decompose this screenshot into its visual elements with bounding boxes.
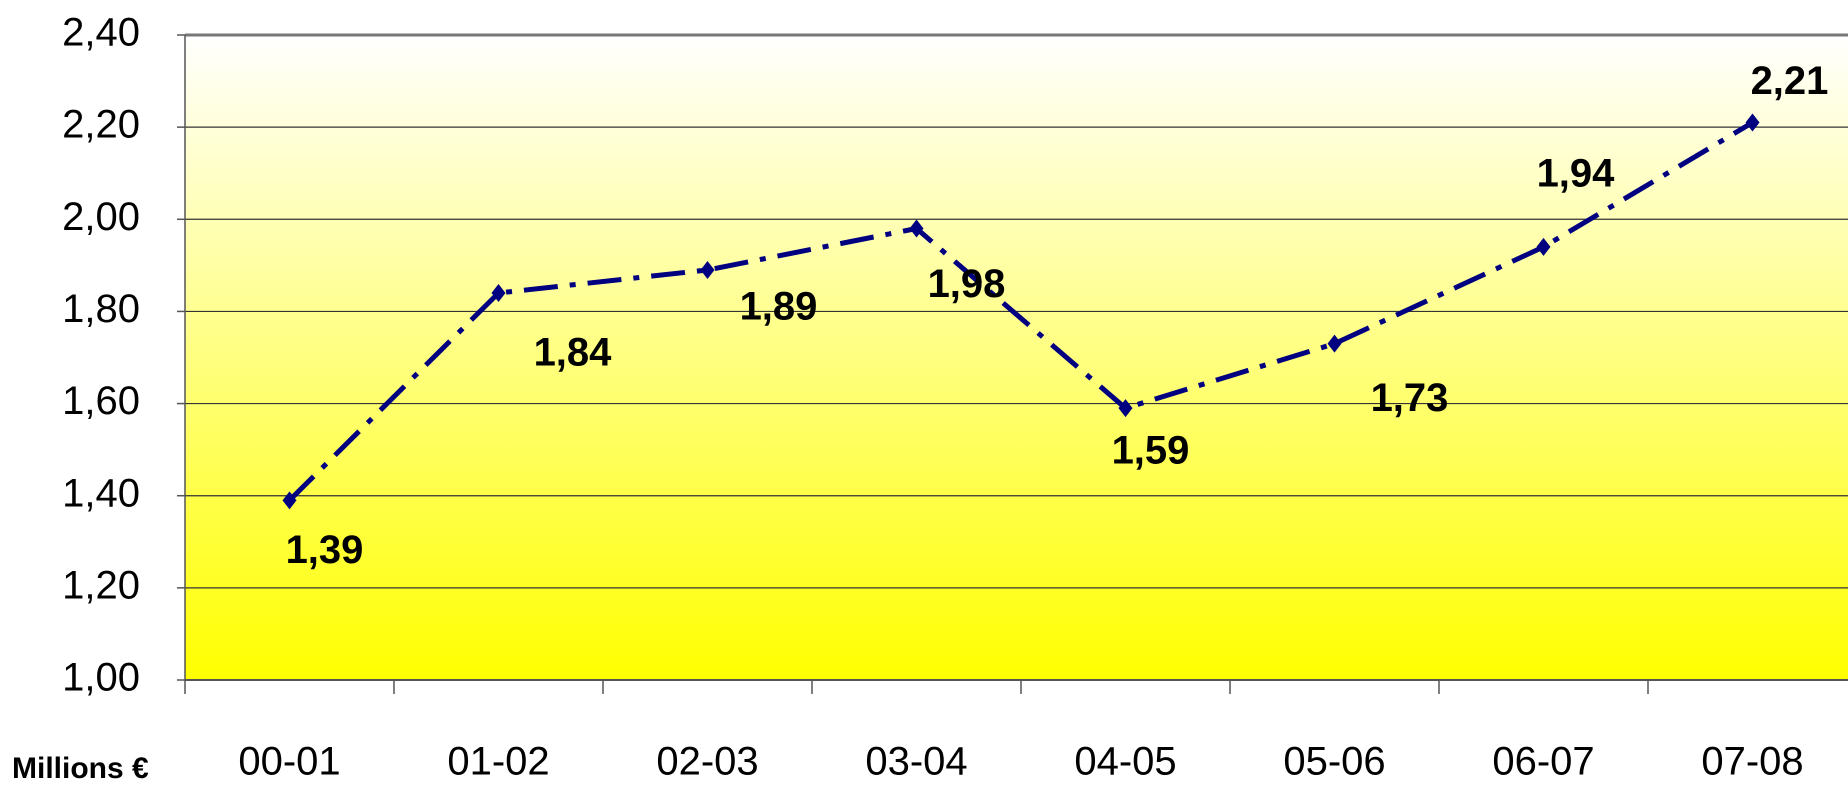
- line: [287, 120, 1754, 503]
- y-tick-label: 2,20: [62, 103, 140, 147]
- y-tick-label: 2,40: [62, 11, 140, 55]
- x-tick-label: 04-05: [1074, 740, 1176, 784]
- marker: [700, 260, 715, 279]
- marker: [282, 491, 297, 510]
- marker: [1745, 113, 1760, 132]
- value-label: 1,84: [534, 331, 613, 375]
- x-tick-label: 07-08: [1701, 740, 1803, 784]
- value-label: 1,94: [1537, 151, 1616, 195]
- y-tick-label: 1,60: [62, 379, 140, 423]
- value-label: 1,98: [928, 262, 1006, 306]
- x-tick-label: 03-04: [865, 740, 967, 784]
- marker: [491, 284, 506, 302]
- x-tick-label: 06-07: [1492, 740, 1594, 784]
- x-tick-label: 02-03: [656, 740, 758, 784]
- value-label: 2,21: [1751, 59, 1829, 103]
- y-axis-label: Millions €: [12, 752, 149, 785]
- x-tick-label: 05-06: [1283, 740, 1385, 784]
- y-tick-label: 1,80: [62, 287, 140, 331]
- plot-area: [185, 35, 1848, 680]
- x-tick-label: 00-01: [238, 740, 340, 784]
- value-label: 1,73: [1371, 376, 1449, 420]
- x-tick-label: 01-02: [447, 740, 549, 784]
- marker: [1327, 334, 1342, 353]
- y-tick-label: 1,20: [62, 563, 140, 607]
- value-label: 1,59: [1112, 429, 1190, 473]
- y-tick-label: 2,00: [62, 195, 140, 239]
- marker: [909, 219, 924, 238]
- y-tick-label: 1,40: [62, 471, 140, 515]
- marker: [1536, 237, 1551, 256]
- value-label: 1,39: [286, 528, 364, 572]
- value-label: 1,89: [740, 285, 818, 329]
- y-tick-label: 1,00: [62, 656, 140, 700]
- marker: [1118, 399, 1133, 418]
